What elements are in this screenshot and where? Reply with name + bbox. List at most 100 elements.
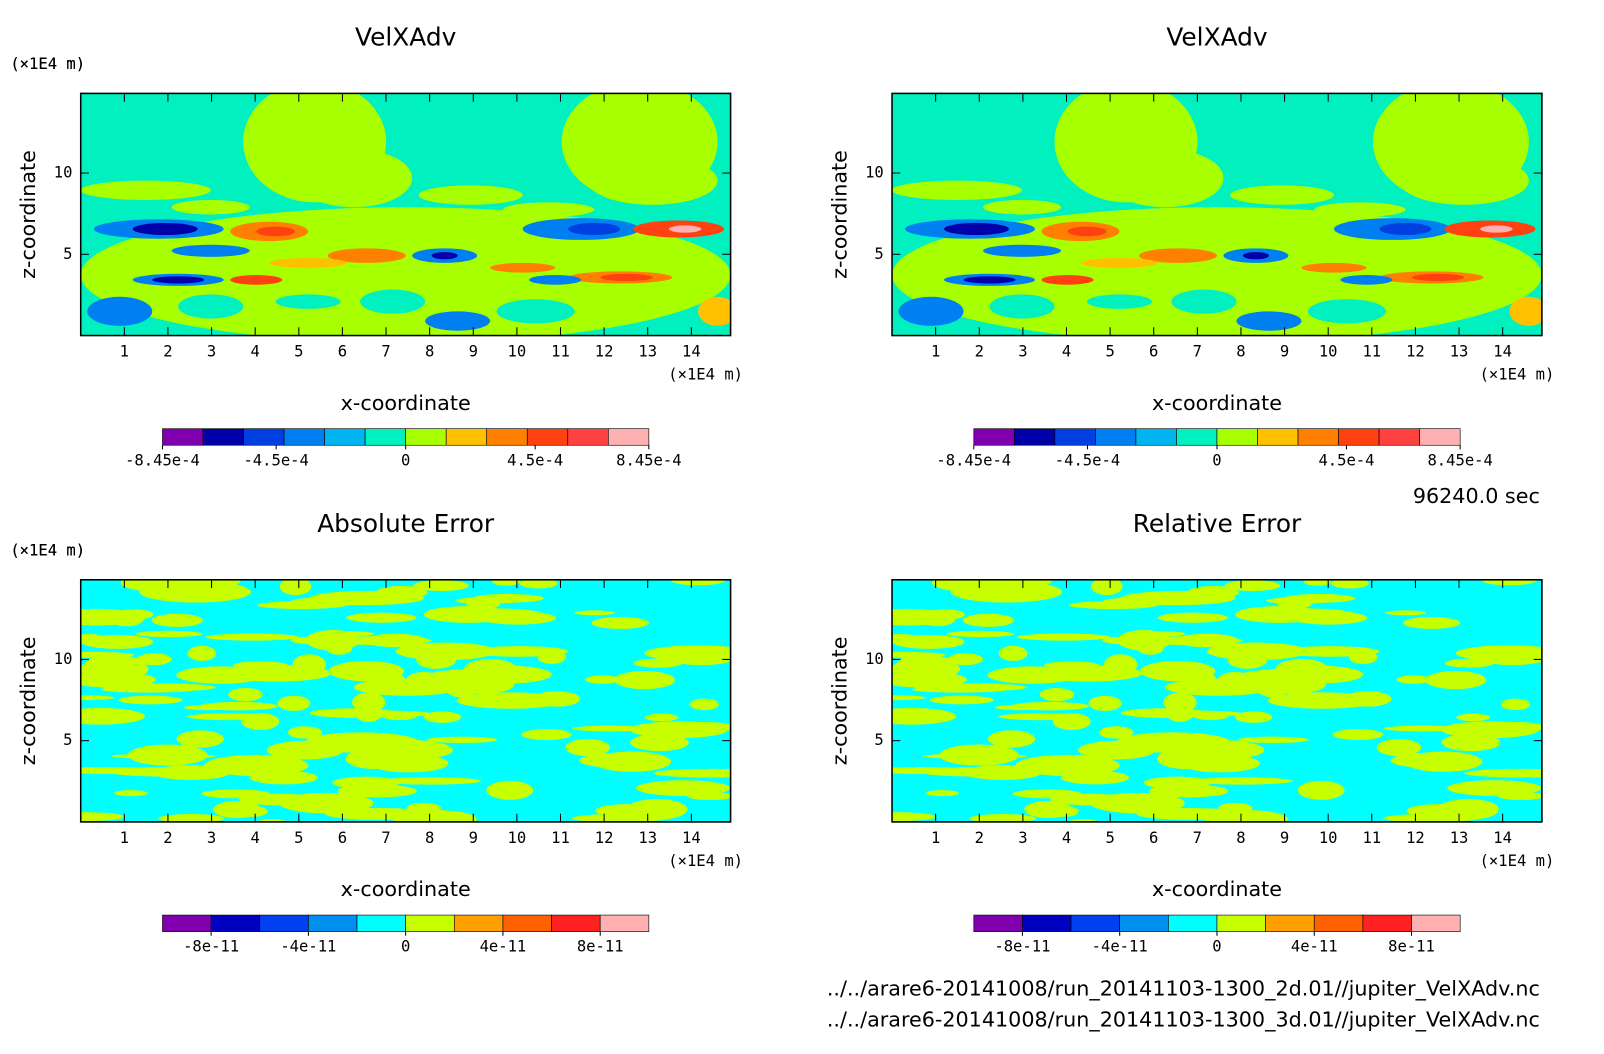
field-region xyxy=(600,273,653,282)
x-tick-label: 5 xyxy=(1105,829,1114,847)
field-region xyxy=(257,601,346,610)
colorbar-swatch xyxy=(567,428,609,446)
x-tick-label: 4 xyxy=(251,829,260,847)
field-region xyxy=(1482,579,1537,586)
field-region xyxy=(446,674,515,695)
x-tick-label: 8 xyxy=(425,829,434,847)
field-region xyxy=(1456,713,1490,722)
x-tick-label: 14 xyxy=(1493,343,1512,361)
colorbar-tick-label: -8e-11 xyxy=(183,938,239,956)
colorbar-swatch xyxy=(1297,428,1339,446)
x-tick-label: 3 xyxy=(1018,343,1027,361)
colorbar-tick-label: -4.5e-4 xyxy=(243,451,308,469)
x-tick-label: 12 xyxy=(1406,829,1425,847)
field-region xyxy=(395,642,496,661)
x-tick-label: 7 xyxy=(381,829,390,847)
field-region xyxy=(158,814,225,822)
field-region xyxy=(486,780,534,800)
x-tick-label: 14 xyxy=(682,829,701,847)
colorbar-swatch xyxy=(1411,914,1461,932)
colorbar-tick-label: 0 xyxy=(401,938,410,956)
field-region xyxy=(85,654,143,676)
field-region xyxy=(1039,687,1075,702)
field-region xyxy=(327,248,406,263)
field-region xyxy=(946,630,1014,638)
field-region xyxy=(269,258,348,268)
field-region xyxy=(1398,156,1529,205)
x-tick-label: 9 xyxy=(469,829,478,847)
field-region xyxy=(80,767,167,774)
plot-frame xyxy=(891,92,1543,337)
y-tick-label: 10 xyxy=(54,164,73,182)
field-region xyxy=(939,744,1019,766)
x-tick-label: 7 xyxy=(1193,343,1202,361)
x-tick-label: 10 xyxy=(508,829,527,847)
field-region xyxy=(1218,802,1253,814)
field-region xyxy=(393,810,477,822)
field-region xyxy=(176,730,224,748)
colorbar-swatch xyxy=(308,914,358,932)
field-region xyxy=(100,686,196,693)
field-region xyxy=(109,611,144,627)
colorbar-swatch xyxy=(502,914,552,932)
field-region xyxy=(1402,617,1461,629)
field-region xyxy=(963,765,1042,780)
field-region xyxy=(151,613,203,627)
x-tick-label: 2 xyxy=(975,343,984,361)
x-tick-label: 3 xyxy=(207,829,216,847)
x-tick-label: 2 xyxy=(163,829,172,847)
field-region xyxy=(152,276,205,284)
field-region xyxy=(1376,739,1422,757)
field-region xyxy=(340,785,407,793)
y-unit: (×1E4 m) xyxy=(10,55,85,73)
field-region xyxy=(1091,579,1123,596)
field-region xyxy=(256,226,296,237)
x-tick-label: 9 xyxy=(1280,829,1289,847)
field-region xyxy=(1332,729,1384,741)
field-region xyxy=(998,645,1028,661)
colorbar-swatch xyxy=(453,914,504,932)
field-region xyxy=(1166,682,1228,691)
field-region xyxy=(1080,258,1159,268)
field-region xyxy=(595,804,659,818)
field-region xyxy=(533,691,581,707)
y-tick-label: 5 xyxy=(63,245,72,263)
x-tick-label: 4 xyxy=(1062,829,1071,847)
field-region xyxy=(152,765,231,780)
field-region xyxy=(1106,149,1224,208)
chart-title: Absolute Error xyxy=(317,509,495,538)
field-region xyxy=(1010,701,1089,711)
contour-field xyxy=(80,579,731,822)
colorbar-swatch xyxy=(405,428,447,446)
x-tick-label: 12 xyxy=(1406,343,1425,361)
field-region xyxy=(892,707,957,725)
field-region xyxy=(328,661,404,682)
field-region xyxy=(636,780,731,796)
field-region xyxy=(519,579,558,589)
plot-frame xyxy=(891,579,1543,823)
colorbar-tick-label: -8.45e-4 xyxy=(125,451,200,469)
x-tick-label: 9 xyxy=(469,343,478,361)
field-region xyxy=(199,701,278,711)
field-region xyxy=(128,744,208,766)
x-tick-label: 3 xyxy=(207,343,216,361)
field-region xyxy=(565,739,610,757)
y-tick-label: 5 xyxy=(63,731,72,749)
colorbar-swatch xyxy=(1419,428,1461,446)
contour-field xyxy=(80,93,731,336)
field-region xyxy=(469,646,569,657)
x-tick-label: 6 xyxy=(338,829,347,847)
x-tick-label: 13 xyxy=(1450,343,1469,361)
field-region xyxy=(492,579,520,586)
field-region xyxy=(275,294,341,309)
colorbar-tick-label: 4e-11 xyxy=(480,938,527,956)
colorbar-swatch xyxy=(1216,428,1258,446)
field-region xyxy=(644,645,731,662)
colorbar-tick-label: 0 xyxy=(1212,451,1221,469)
colorbar-swatch xyxy=(243,428,285,446)
field-region xyxy=(1248,608,1358,623)
colorbar-swatch xyxy=(486,428,528,446)
field-region xyxy=(441,672,544,679)
colorbar-tick-label: -4e-11 xyxy=(280,938,336,956)
